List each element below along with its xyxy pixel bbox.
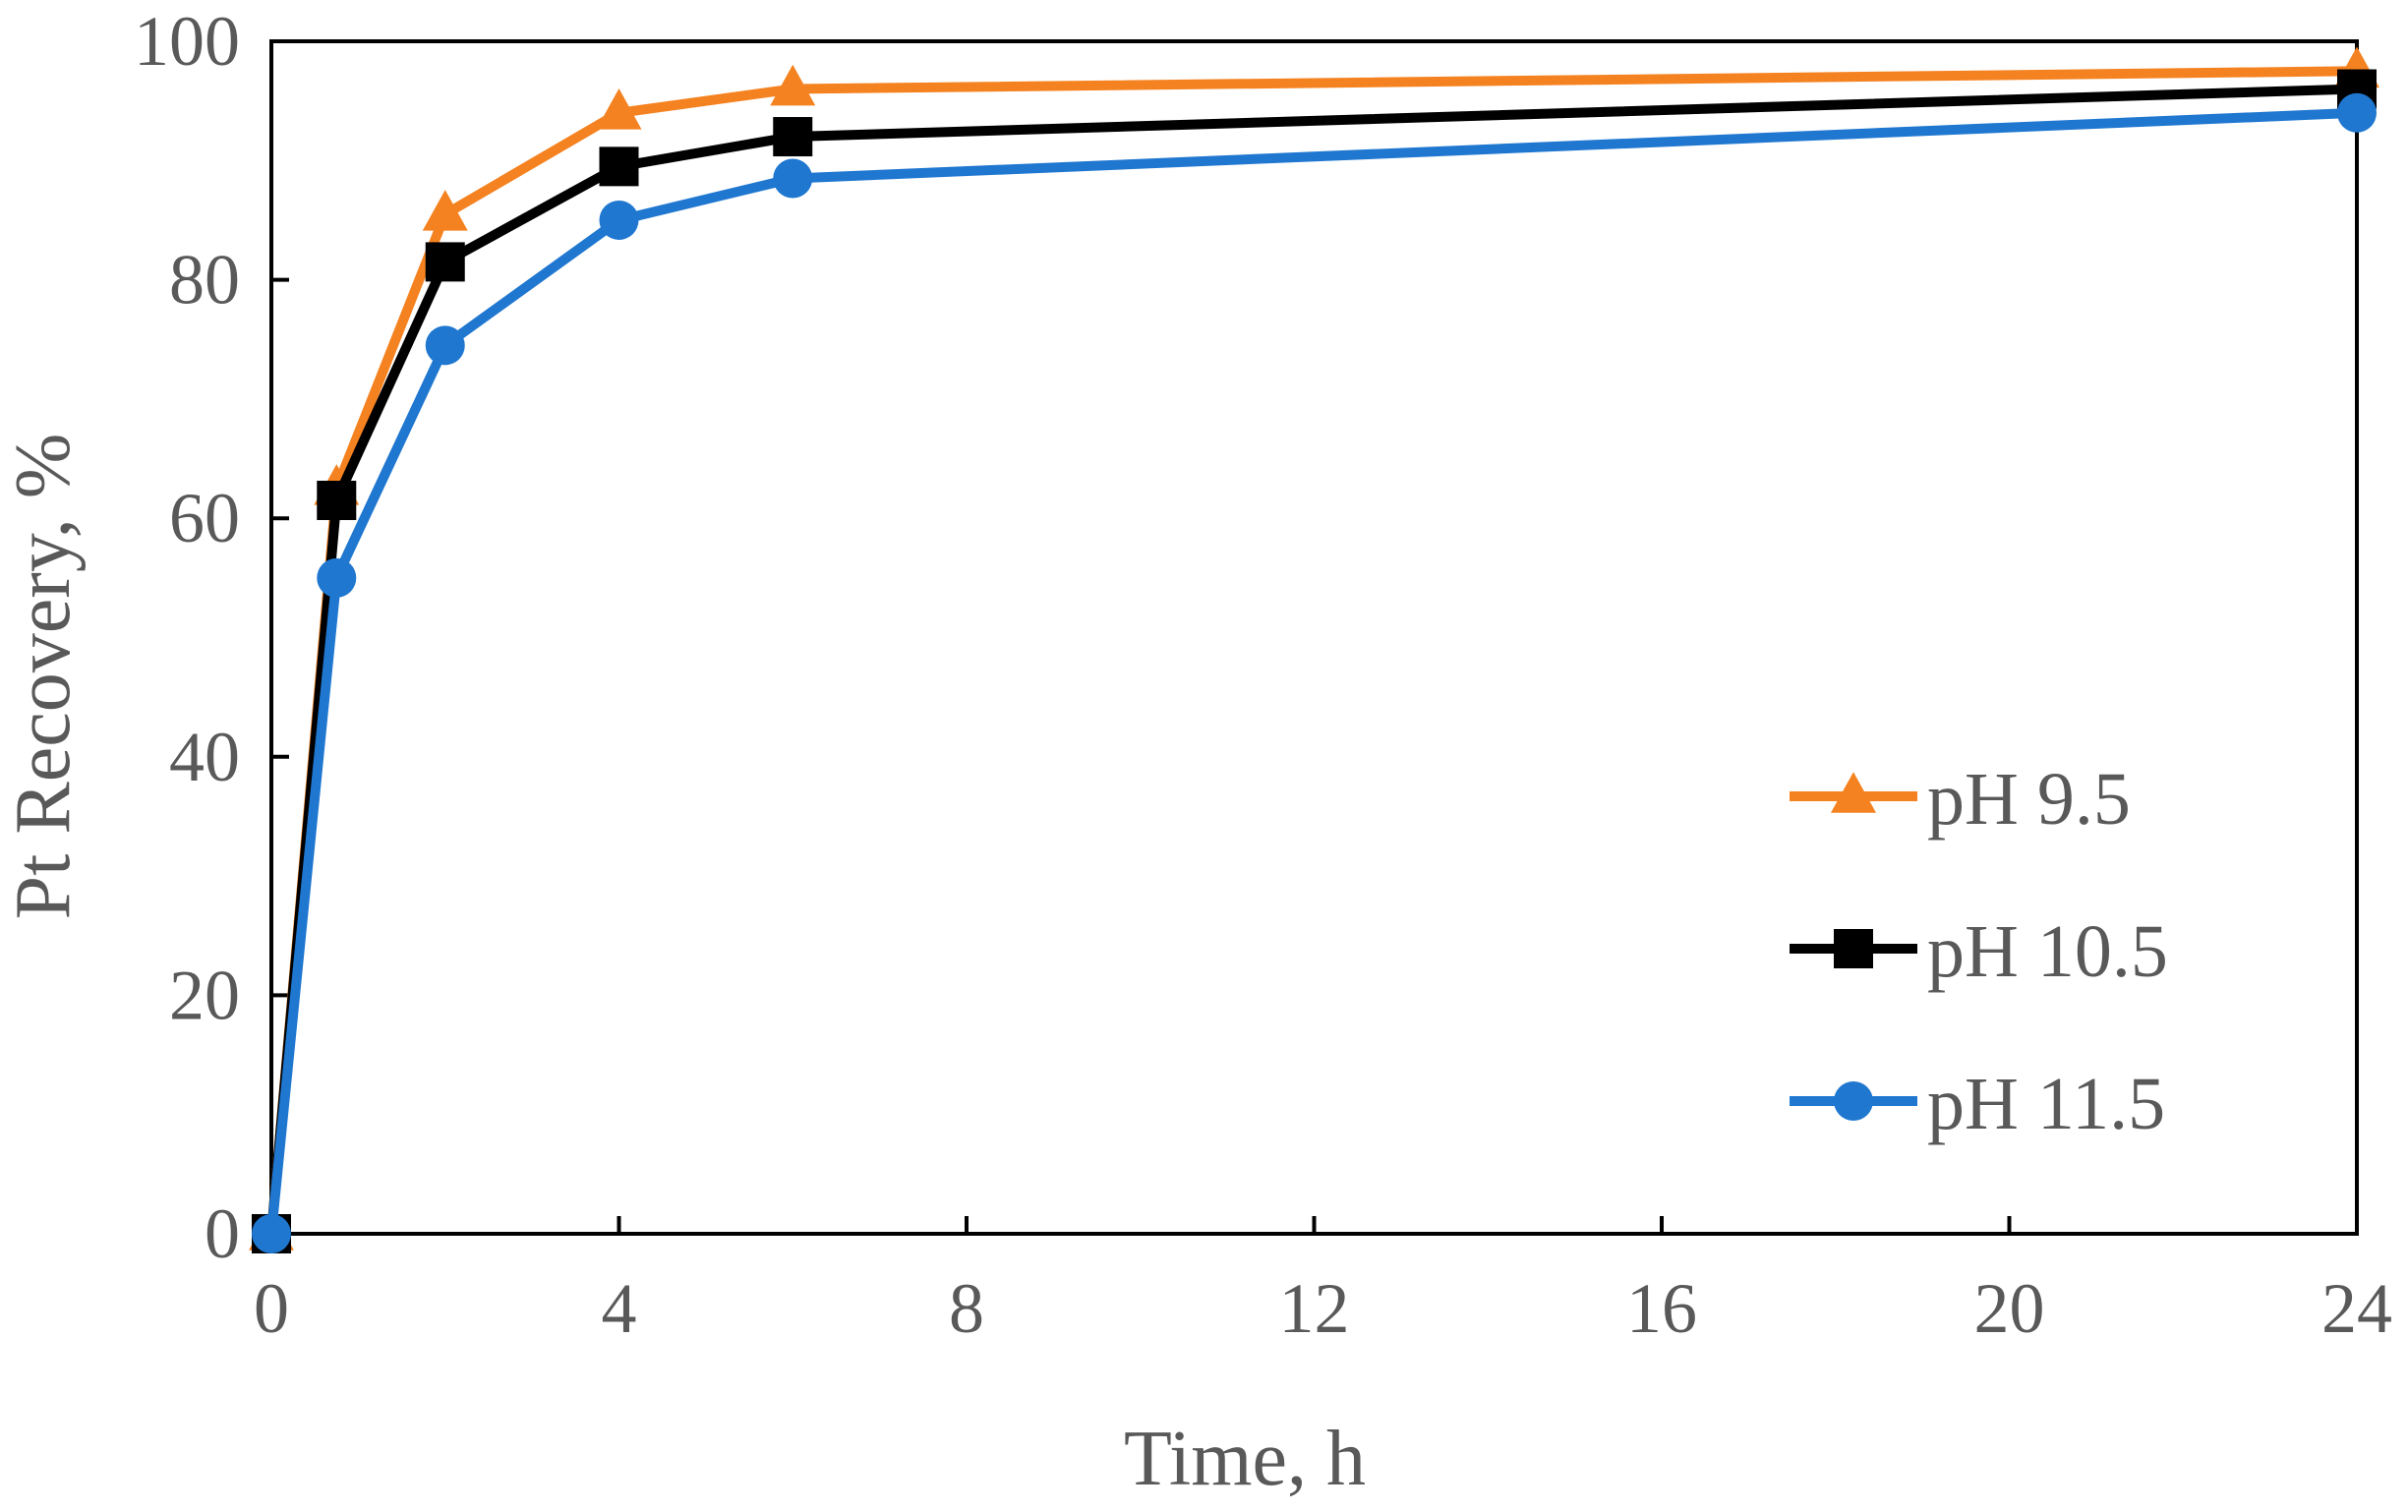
data-point (599, 146, 639, 187)
x-tick-label: 0 (254, 1269, 289, 1348)
y-axis-title: Pt Recovery, % (0, 434, 87, 920)
data-point (773, 158, 813, 199)
y-tick-label: 0 (205, 1194, 240, 1273)
legend: pH 9.5 pH 10.5 pH 11.5 (1790, 758, 2168, 1145)
data-point (773, 117, 813, 157)
y-tick-label: 40 (169, 718, 240, 796)
legend-marker (1834, 929, 1873, 968)
legend-entry: pH 11.5 (1790, 1063, 2165, 1145)
legend-label: pH 10.5 (1927, 910, 2168, 993)
x-tick-label: 24 (2321, 1269, 2392, 1348)
y-tick-label: 20 (169, 956, 240, 1034)
data-point (425, 242, 465, 282)
y-tick-label: 80 (169, 241, 240, 320)
y-tick-label: 100 (134, 2, 240, 81)
series-line (266, 84, 2358, 1235)
series-group (249, 46, 2379, 1253)
data-point (599, 200, 639, 240)
y-tick-label: 60 (169, 479, 240, 557)
legend-label: pH 9.5 (1927, 758, 2131, 841)
x-tick-label: 16 (1626, 1269, 1697, 1348)
plot-frame (269, 39, 2359, 1236)
legend-marker (1831, 772, 1876, 813)
legend-entry: pH 10.5 (1790, 910, 2168, 993)
legend-label: pH 11.5 (1927, 1063, 2165, 1145)
x-axis-title: Time, h (1124, 1416, 1366, 1502)
data-point (425, 325, 465, 366)
data-point (317, 557, 357, 598)
x-tick-label: 20 (1974, 1269, 2045, 1348)
data-point (252, 1214, 291, 1253)
x-tick-label: 8 (949, 1269, 984, 1348)
legend-entry: pH 9.5 (1790, 758, 2131, 841)
x-tick-label: 12 (1279, 1269, 1350, 1348)
data-point (596, 87, 642, 130)
legend-marker (1834, 1081, 1873, 1121)
data-point (770, 64, 816, 106)
data-point (422, 190, 468, 231)
series-circle (252, 92, 2377, 1253)
data-point (2337, 92, 2377, 133)
data-point (317, 481, 357, 521)
series-line (266, 107, 2358, 1235)
x-tick-label: 4 (602, 1269, 637, 1348)
axes: 0 4 8 12 16 20 24 0 20 40 60 80 100 (134, 2, 2392, 1348)
